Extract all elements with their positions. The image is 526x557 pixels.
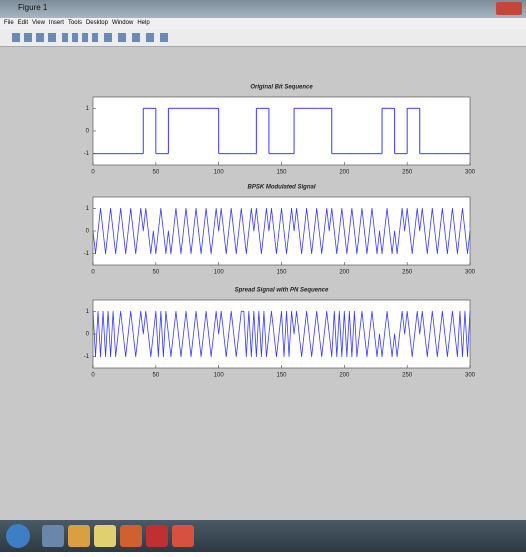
x-tick-label: 100 [214,270,225,276]
axes [93,300,470,368]
title-bar: Figure 1 [0,0,526,18]
x-tick-label: 0 [91,170,95,176]
x-tick-label: 100 [214,170,225,176]
x-tick-label: 200 [339,373,350,379]
y-tick-label: -1 [84,151,90,157]
y-tick-label: 0 [86,129,90,135]
y-tick-label: 1 [86,106,90,112]
x-tick-label: 250 [402,373,413,379]
menu-item[interactable]: Tools [68,20,82,26]
x-tick-label: 200 [339,170,350,176]
menu-item[interactable]: File [4,20,14,26]
taskbar-icons [0,520,526,552]
menu-item[interactable]: Window [112,20,133,26]
y-tick-label: 0 [86,229,90,235]
x-tick-label: 100 [214,373,225,379]
x-tick-label: 150 [276,170,287,176]
chart-title: Original Bit Sequence [250,85,313,91]
close-button[interactable] [496,2,522,15]
menu-item[interactable]: Insert [49,20,64,26]
menu-item[interactable]: Desktop [86,20,108,26]
y-tick-label: -1 [84,251,90,257]
x-tick-label: 200 [339,270,350,276]
x-tick-label: 250 [402,170,413,176]
menu-item[interactable]: Edit [18,20,28,26]
menu-item[interactable]: View [32,20,45,26]
y-tick-label: 1 [86,309,90,315]
x-tick-label: 250 [402,270,413,276]
x-tick-label: 50 [152,170,159,176]
x-tick-label: 300 [465,373,476,379]
x-tick-label: 300 [465,170,476,176]
chart-title: BPSK Modulated Signal [247,185,315,191]
axes [93,97,470,165]
toolbar [0,29,526,47]
x-tick-label: 50 [152,373,159,379]
x-tick-label: 300 [465,270,476,276]
window: Figure 1 File Edit View Insert Tools Desktop W… [0,0,526,552]
chart-title: Spread Signal with PN Sequence [235,288,329,294]
y-tick-label: 0 [86,332,90,338]
y-tick-label: -1 [84,354,90,360]
menu-bar: File Edit View Insert Tools Desktop Window Help [0,18,526,29]
taskbar [0,520,526,552]
x-tick-label: 0 [91,270,95,276]
x-tick-label: 150 [276,270,287,276]
axes [93,197,470,265]
x-tick-label: 150 [276,373,287,379]
y-tick-label: 1 [86,206,90,212]
x-tick-label: 0 [91,373,95,379]
menu-item[interactable]: Help [137,20,149,26]
toolbar-icons [0,29,180,46]
x-tick-label: 50 [152,270,159,276]
window-title: Figure 1 [18,3,47,12]
